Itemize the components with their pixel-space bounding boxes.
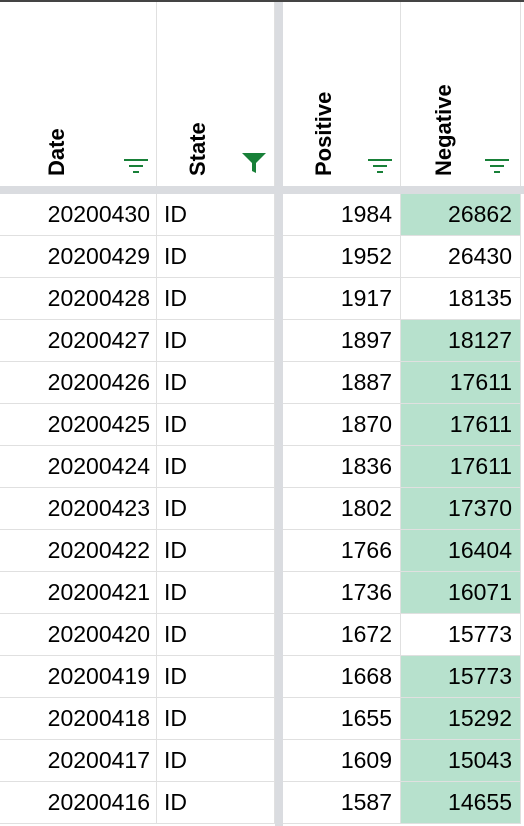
cell-date[interactable]: 20200428	[0, 278, 157, 320]
header-label-positive: Positive	[311, 91, 336, 176]
cell-date[interactable]: 20200421	[0, 572, 157, 614]
cell-negative[interactable]: 17370	[401, 488, 521, 530]
cell-positive[interactable]: 1672	[283, 614, 401, 656]
cell-state[interactable]: ID	[157, 446, 275, 488]
cell-negative[interactable]: 17611	[401, 446, 521, 488]
cell-state[interactable]: ID	[157, 698, 275, 740]
cell-state[interactable]: ID	[157, 320, 275, 362]
cell-negative[interactable]: 14655	[401, 782, 521, 824]
table-row: 20200430 ID 1984 26862	[0, 194, 524, 236]
cell-positive[interactable]: 1897	[283, 320, 401, 362]
cell-positive[interactable]: 1952	[283, 236, 401, 278]
cell-positive[interactable]: 1887	[283, 362, 401, 404]
cell-state[interactable]: ID	[157, 572, 275, 614]
filter-icon[interactable]	[485, 158, 509, 174]
cell-positive[interactable]: 1766	[283, 530, 401, 572]
table-row: 20200416 ID 1587 14655	[0, 782, 524, 824]
header-label-negative: Negative	[431, 84, 456, 176]
cell-state[interactable]: ID	[157, 740, 275, 782]
header-cell-date[interactable]: Date	[0, 2, 157, 186]
table-row: 20200425 ID 1870 17611	[0, 404, 524, 446]
cell-negative[interactable]: 15043	[401, 740, 521, 782]
cell-date[interactable]: 20200417	[0, 740, 157, 782]
cell-negative[interactable]: 26430	[401, 236, 521, 278]
table-row: 20200423 ID 1802 17370	[0, 488, 524, 530]
cell-negative[interactable]: 15773	[401, 656, 521, 698]
table-row: 20200417 ID 1609 15043	[0, 740, 524, 782]
filter-active-icon[interactable]	[241, 152, 267, 174]
table-row: 20200418 ID 1655 15292	[0, 698, 524, 740]
cell-negative[interactable]: 16071	[401, 572, 521, 614]
cell-date[interactable]: 20200429	[0, 236, 157, 278]
header-row: Date State Positive Negative	[0, 2, 524, 186]
cell-date[interactable]: 20200427	[0, 320, 157, 362]
filter-icon[interactable]	[368, 158, 392, 174]
cell-state[interactable]: ID	[157, 614, 275, 656]
table-row: 20200427 ID 1897 18127	[0, 320, 524, 362]
cell-positive[interactable]: 1609	[283, 740, 401, 782]
filter-icon[interactable]	[124, 158, 148, 174]
table-row: 20200426 ID 1887 17611	[0, 362, 524, 404]
cell-negative[interactable]: 15773	[401, 614, 521, 656]
cell-positive[interactable]: 1836	[283, 446, 401, 488]
table-row: 20200421 ID 1736 16071	[0, 572, 524, 614]
cell-state[interactable]: ID	[157, 362, 275, 404]
table-row: 20200424 ID 1836 17611	[0, 446, 524, 488]
cell-positive[interactable]: 1736	[283, 572, 401, 614]
cell-negative[interactable]: 18135	[401, 278, 521, 320]
cell-date[interactable]: 20200424	[0, 446, 157, 488]
cell-date[interactable]: 20200426	[0, 362, 157, 404]
header-cell-positive[interactable]: Positive	[283, 2, 401, 186]
cell-date[interactable]: 20200420	[0, 614, 157, 656]
cell-date[interactable]: 20200416	[0, 782, 157, 824]
header-label-state: State	[185, 122, 210, 176]
column-frozen-divider[interactable]	[275, 2, 283, 826]
cell-date[interactable]: 20200422	[0, 530, 157, 572]
cell-state[interactable]: ID	[157, 194, 275, 236]
table-row: 20200428 ID 1917 18135	[0, 278, 524, 320]
cell-date[interactable]: 20200430	[0, 194, 157, 236]
cell-positive[interactable]: 1917	[283, 278, 401, 320]
cell-positive[interactable]: 1984	[283, 194, 401, 236]
cell-date[interactable]: 20200419	[0, 656, 157, 698]
cell-negative[interactable]: 17611	[401, 362, 521, 404]
table-row: 20200429 ID 1952 26430	[0, 236, 524, 278]
cell-state[interactable]: ID	[157, 656, 275, 698]
cell-state[interactable]: ID	[157, 236, 275, 278]
table-row: 20200419 ID 1668 15773	[0, 656, 524, 698]
cell-positive[interactable]: 1668	[283, 656, 401, 698]
header-cell-negative[interactable]: Negative	[401, 2, 521, 186]
cell-negative[interactable]: 16404	[401, 530, 521, 572]
cell-date[interactable]: 20200418	[0, 698, 157, 740]
cell-state[interactable]: ID	[157, 782, 275, 824]
cell-state[interactable]: ID	[157, 488, 275, 530]
cell-state[interactable]: ID	[157, 404, 275, 446]
header-label-date: Date	[44, 128, 69, 176]
cell-negative[interactable]: 15292	[401, 698, 521, 740]
header-frozen-divider[interactable]	[0, 186, 524, 194]
cell-negative[interactable]: 18127	[401, 320, 521, 362]
cell-state[interactable]: ID	[157, 530, 275, 572]
cell-positive[interactable]: 1655	[283, 698, 401, 740]
table-row: 20200420 ID 1672 15773	[0, 614, 524, 656]
cell-positive[interactable]: 1587	[283, 782, 401, 824]
cell-date[interactable]: 20200423	[0, 488, 157, 530]
cell-negative[interactable]: 17611	[401, 404, 521, 446]
cell-negative[interactable]: 26862	[401, 194, 521, 236]
top-border	[0, 0, 524, 2]
header-cell-state[interactable]: State	[157, 2, 275, 186]
cell-positive[interactable]: 1802	[283, 488, 401, 530]
cell-positive[interactable]: 1870	[283, 404, 401, 446]
cell-date[interactable]: 20200425	[0, 404, 157, 446]
cell-state[interactable]: ID	[157, 278, 275, 320]
table-row: 20200422 ID 1766 16404	[0, 530, 524, 572]
